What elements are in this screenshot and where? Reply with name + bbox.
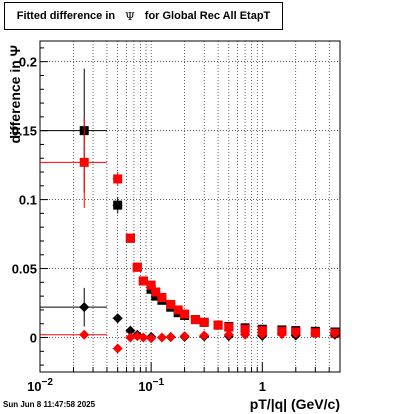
x-tick-label-exponent: −1 <box>153 377 165 388</box>
data-point-square <box>166 299 176 309</box>
y-tick-label: 0.1 <box>19 193 37 208</box>
y-tick-label: 0 <box>30 331 37 346</box>
x-tick-label: 10−2 <box>27 377 53 394</box>
data-point-diamond <box>310 328 321 339</box>
data-point-square <box>199 317 209 327</box>
data-point-square <box>113 200 123 210</box>
y-tick-label: 0.05 <box>12 262 37 277</box>
data-point-diamond <box>257 329 268 340</box>
data-point-diamond <box>156 332 167 343</box>
y-tick-label: 0.15 <box>12 124 37 139</box>
x-tick-label-base: 10 <box>27 379 41 394</box>
data-point-diamond <box>240 329 251 340</box>
timestamp: Sun Jun 8 11:47:58 2025 <box>3 400 96 409</box>
data-point-diamond <box>79 302 90 313</box>
data-point-square <box>190 315 200 325</box>
data-point-diamond <box>79 329 90 340</box>
data-point-square <box>113 174 123 184</box>
data-point-square <box>125 233 135 243</box>
data-point-diamond <box>290 328 301 339</box>
data-point-square <box>180 309 190 319</box>
y-tick-label: 0.2 <box>19 55 37 70</box>
data-point-diamond <box>199 330 210 341</box>
plot-area <box>40 41 340 372</box>
data-point-square <box>157 293 167 303</box>
y-axis-label: difference in Ψ <box>7 45 23 143</box>
title-psi-symbol: Ψ <box>125 9 135 23</box>
x-tick-label-base: 10 <box>138 379 152 394</box>
data-point-diamond <box>138 332 149 343</box>
data-point-diamond <box>125 325 136 336</box>
data-point-square <box>79 157 89 167</box>
data-point-diamond <box>165 331 176 342</box>
x-tick-label-base: 1 <box>259 379 266 394</box>
data-point-diamond <box>179 331 190 342</box>
data-point-diamond <box>329 328 340 339</box>
data-point-diamond <box>223 329 234 340</box>
data-point-diamond <box>146 333 157 344</box>
title-prefix: Fitted difference in <box>16 10 116 22</box>
x-tick-label: 10−1 <box>138 377 164 394</box>
data-point-diamond <box>112 313 123 324</box>
data-point-square <box>240 324 250 334</box>
data-point-square <box>146 280 156 290</box>
series-3 <box>40 328 340 354</box>
data-point-square <box>151 287 161 297</box>
data-point-diamond <box>112 343 123 354</box>
title-suffix: for Global Rec All EtapT <box>144 10 271 22</box>
axes: 00.050.10.150.210−2 10−1 1pT/|q| (GeV/c)di… <box>7 40 341 412</box>
data-point-square <box>132 262 142 272</box>
data-point-square <box>138 276 148 286</box>
x-axis-label: pT/|q| (GeV/c) <box>250 396 340 412</box>
data-point-square <box>213 320 223 330</box>
data-point-square <box>224 322 234 332</box>
x-tick-label: 1 <box>259 379 266 394</box>
chart-title: Fitted difference in Ψ for Global Rec Al… <box>4 2 283 30</box>
data-point-diamond <box>276 329 287 340</box>
plot-frame <box>39 40 341 373</box>
data-point-diamond <box>125 332 136 343</box>
data-point-square <box>173 305 183 315</box>
x-tick-label-exponent: −2 <box>42 377 54 388</box>
